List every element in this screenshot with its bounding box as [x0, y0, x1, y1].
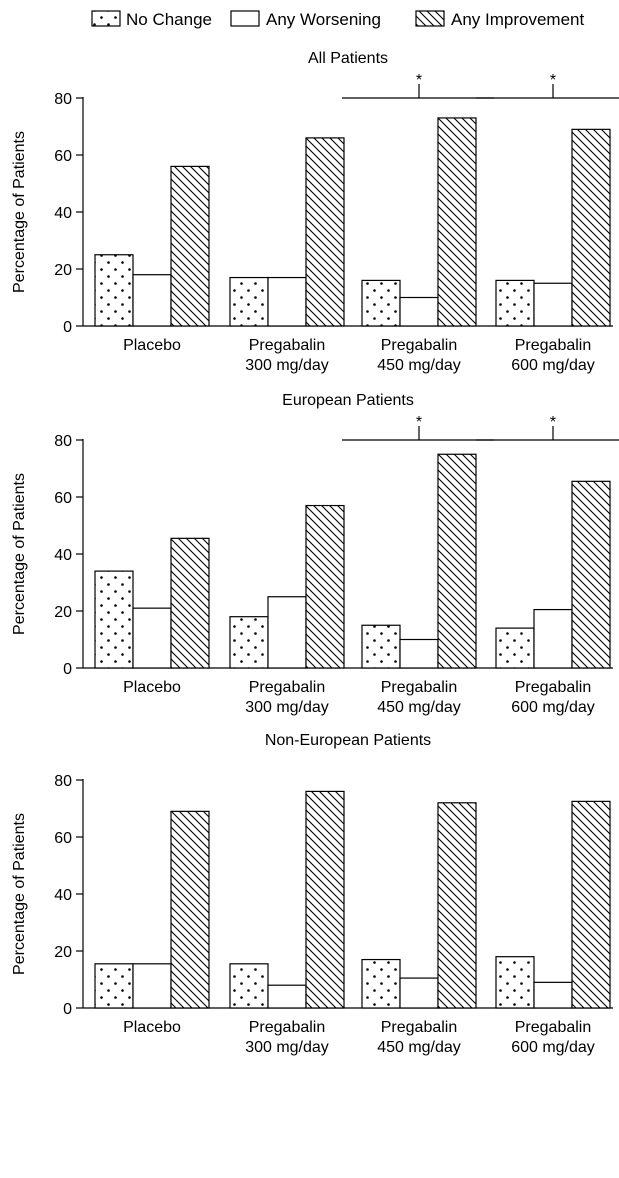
- legend-label: Any Improvement: [451, 10, 584, 29]
- bar-no-change: [94, 570, 134, 669]
- bar-no-change: [495, 279, 535, 327]
- x-category-label: Placebo: [123, 337, 181, 354]
- x-category-label: Placebo: [123, 1019, 181, 1036]
- chart-panel-3: Non-European Patients Percentage of Patie…: [11, 732, 613, 1056]
- y-tick-label: 20: [54, 604, 72, 621]
- bar-any-worsening: [533, 282, 573, 327]
- bar-any-worsening: [399, 296, 439, 327]
- legend-swatch-plain: [230, 10, 260, 27]
- significance-marker: *: [416, 414, 422, 431]
- y-tick-label: 40: [54, 205, 72, 222]
- y-tick-label: 80: [54, 433, 72, 450]
- x-category-label: Pregabalin: [249, 679, 326, 696]
- x-category-label: Placebo: [123, 679, 181, 696]
- bar-any-worsening: [132, 963, 172, 1009]
- panel-title: European Patients: [282, 392, 414, 409]
- bar-any-worsening: [533, 608, 573, 669]
- y-tick-label: 60: [54, 490, 72, 507]
- y-tick-label: 80: [54, 773, 72, 790]
- x-category-label: 300 mg/day: [245, 1039, 329, 1056]
- y-axis-label: Percentage of Patients: [11, 473, 28, 635]
- y-tick-label: 20: [54, 262, 72, 279]
- x-category-label: Pregabalin: [249, 337, 326, 354]
- bar-any-worsening: [267, 596, 307, 669]
- y-tick-label: 40: [54, 547, 72, 564]
- y-tick-label: 80: [54, 91, 72, 108]
- x-category-label: Pregabalin: [515, 679, 592, 696]
- bar-any-improvement: [305, 790, 345, 1009]
- legend-entry-no-change: No Change: [91, 10, 212, 29]
- x-category-label: 600 mg/day: [511, 699, 595, 716]
- bar-any-improvement: [170, 810, 210, 1009]
- bar-any-improvement: [305, 137, 345, 327]
- legend-label: Any Worsening: [266, 10, 381, 29]
- chart-panel-1: All Patients Percentage of Patients 0 20 40 6…: [11, 50, 619, 374]
- bar-any-improvement: [170, 165, 210, 327]
- y-tick-label: 60: [54, 830, 72, 847]
- bar-any-improvement: [437, 117, 477, 327]
- chart-panel-2: European Patients Percentage of Patients 0…: [11, 392, 619, 716]
- legend: No Change Any Worsening Any Improvement: [91, 10, 584, 29]
- x-category-label: 300 mg/day: [245, 357, 329, 374]
- bar-no-change: [361, 624, 401, 669]
- bar-any-improvement: [571, 480, 611, 669]
- significance-marker: *: [550, 72, 556, 89]
- bar-any-worsening: [399, 638, 439, 669]
- bar-any-improvement: [305, 504, 345, 669]
- significance-marker: *: [550, 414, 556, 431]
- x-category-label: 600 mg/day: [511, 1039, 595, 1056]
- bar-any-worsening: [132, 274, 172, 327]
- bar-no-change: [495, 956, 535, 1009]
- panel-title: All Patients: [308, 50, 388, 67]
- y-tick-label: 0: [63, 319, 72, 336]
- y-tick-label: 0: [63, 661, 72, 678]
- y-tick-label: 60: [54, 148, 72, 165]
- bar-no-change: [361, 958, 401, 1009]
- bar-any-improvement: [437, 802, 477, 1009]
- legend-swatch-hatch: [415, 10, 445, 27]
- significance-marker: *: [416, 72, 422, 89]
- x-category-label: 450 mg/day: [377, 357, 461, 374]
- bar-no-change: [229, 276, 269, 327]
- bar-any-improvement: [571, 800, 611, 1009]
- bar-no-change: [94, 254, 134, 327]
- bar-any-worsening: [267, 276, 307, 327]
- bar-no-change: [229, 963, 269, 1009]
- x-category-label: 450 mg/day: [377, 699, 461, 716]
- legend-swatch-dots: [91, 10, 121, 27]
- x-category-label: 600 mg/day: [511, 357, 595, 374]
- y-tick-label: 0: [63, 1001, 72, 1018]
- bar-any-improvement: [571, 128, 611, 327]
- x-category-label: 450 mg/day: [377, 1039, 461, 1056]
- x-category-label: Pregabalin: [515, 337, 592, 354]
- bar-any-worsening: [399, 977, 439, 1009]
- panel-title: Non-European Patients: [265, 732, 431, 749]
- bar-any-improvement: [170, 537, 210, 669]
- x-category-label: Pregabalin: [515, 1019, 592, 1036]
- bar-no-change: [495, 627, 535, 669]
- bar-any-worsening: [132, 607, 172, 669]
- x-category-label: Pregabalin: [381, 337, 458, 354]
- x-category-label: 300 mg/day: [245, 699, 329, 716]
- x-category-label: Pregabalin: [381, 679, 458, 696]
- x-category-label: Pregabalin: [381, 1019, 458, 1036]
- y-axis-label: Percentage of Patients: [11, 131, 28, 293]
- legend-entry-any-improvement: Any Improvement: [415, 10, 584, 29]
- legend-label: No Change: [126, 10, 212, 29]
- chart-panels: All Patients Percentage of Patients 0 20 40 6…: [11, 50, 619, 1056]
- legend-entry-any-worsening: Any Worsening: [230, 10, 381, 29]
- bar-any-worsening: [533, 981, 573, 1009]
- y-axis-label: Percentage of Patients: [11, 813, 28, 975]
- bar-no-change: [229, 616, 269, 669]
- bar-no-change: [94, 963, 134, 1009]
- y-tick-label: 20: [54, 944, 72, 961]
- x-category-label: Pregabalin: [249, 1019, 326, 1036]
- y-tick-label: 40: [54, 887, 72, 904]
- bar-any-worsening: [267, 984, 307, 1009]
- bar-any-improvement: [437, 453, 477, 669]
- bar-no-change: [361, 279, 401, 327]
